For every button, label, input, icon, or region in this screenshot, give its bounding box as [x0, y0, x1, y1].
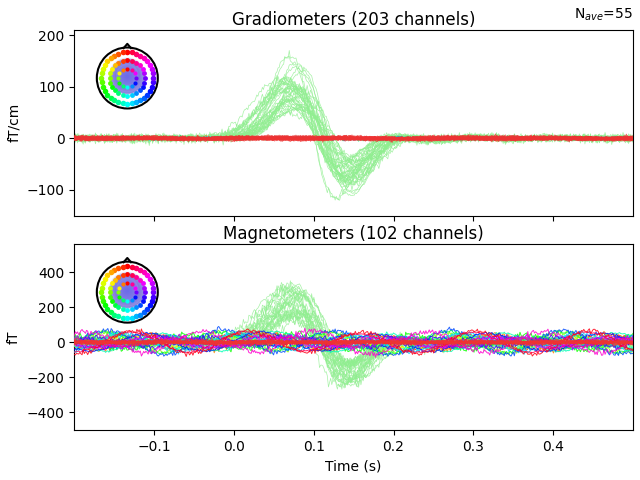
- Title: Gradiometers (203 channels): Gradiometers (203 channels): [232, 11, 476, 28]
- Text: N$_{ave}$=55: N$_{ave}$=55: [575, 6, 633, 23]
- Title: Magnetometers (102 channels): Magnetometers (102 channels): [223, 225, 484, 243]
- X-axis label: Time (s): Time (s): [326, 459, 382, 473]
- Y-axis label: fT/cm: fT/cm: [7, 103, 21, 143]
- Y-axis label: fT: fT: [7, 330, 21, 344]
